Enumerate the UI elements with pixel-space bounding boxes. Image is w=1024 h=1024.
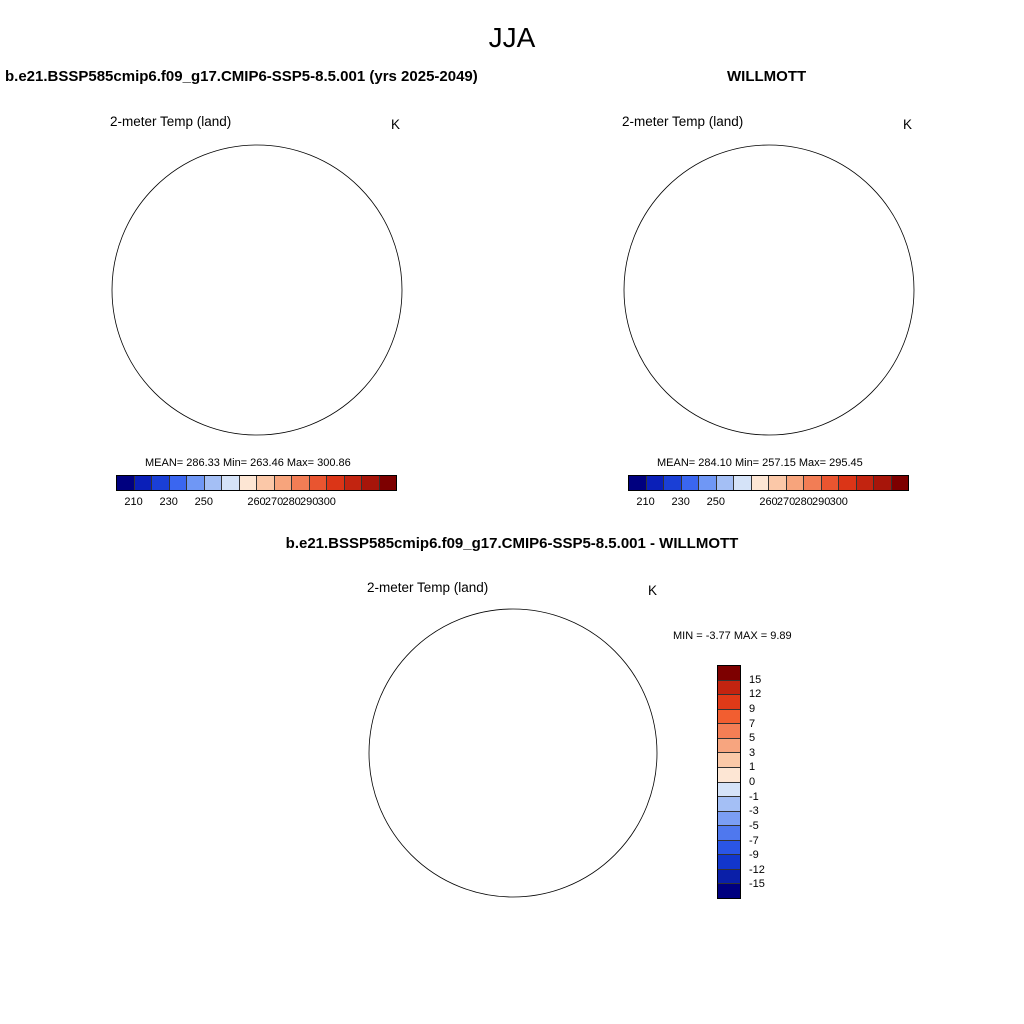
colorbar-tick-label: 290 bbox=[300, 496, 319, 508]
panel1-variable-label: 2-meter Temp (land) bbox=[110, 114, 232, 129]
colorbar-swatch bbox=[874, 476, 892, 490]
colorbar-tick-label: -1 bbox=[749, 790, 759, 803]
colorbar-tick-label: 250 bbox=[194, 496, 213, 508]
panel3-title: b.e21.BSSP585cmip6.f09_g17.CMIP6-SSP5-8.… bbox=[285, 535, 739, 552]
colorbar-panel-3 bbox=[717, 665, 741, 899]
colorbar-swatch bbox=[718, 826, 740, 841]
panel2-stats: MEAN= 284.10 Min= 257.15 Max= 295.45 bbox=[657, 457, 863, 469]
colorbar-tick-label: 1 bbox=[749, 761, 756, 774]
colorbar-swatch bbox=[751, 476, 769, 490]
colorbar-swatch bbox=[718, 666, 740, 681]
colorbar-tick-label: 3 bbox=[749, 746, 756, 759]
panel1-units-label: K bbox=[391, 117, 401, 132]
colorbar-tick-label: -3 bbox=[749, 805, 759, 818]
colorbar-swatch bbox=[769, 476, 787, 490]
colorbar-tick-label: 270 bbox=[776, 496, 796, 508]
colorbar-swatch bbox=[222, 476, 240, 490]
colorbar-swatch bbox=[718, 738, 740, 754]
colorbar-swatch bbox=[718, 869, 740, 885]
colorbar-tick-label: -9 bbox=[749, 849, 759, 862]
colorbar-swatch bbox=[718, 767, 740, 783]
colorbar-swatch bbox=[718, 811, 740, 827]
panel3-stats: MIN = -3.77 MAX = 9.89 bbox=[673, 630, 792, 642]
panel3-units-label: K bbox=[648, 583, 658, 598]
colorbar-swatch bbox=[891, 476, 908, 490]
panel2-units-label: K bbox=[903, 117, 913, 132]
colorbar-swatch bbox=[664, 476, 682, 490]
panel1-title: b.e21.BSSP585cmip6.f09_g17.CMIP6-SSP5-8.… bbox=[5, 68, 478, 85]
colorbar-swatch bbox=[718, 884, 740, 898]
colorbar-swatch bbox=[204, 476, 222, 490]
colorbar-swatch bbox=[629, 476, 647, 490]
colorbar-swatch bbox=[309, 476, 327, 490]
colorbar-swatch bbox=[681, 476, 699, 490]
colorbar-swatch bbox=[718, 840, 740, 856]
colorbar-swatch bbox=[718, 680, 740, 696]
colorbar-swatch bbox=[718, 855, 740, 870]
colorbar-swatch bbox=[786, 476, 804, 490]
colorbar-swatch bbox=[646, 476, 664, 490]
colorbar-swatch bbox=[187, 476, 205, 490]
colorbar-tick-label: 230 bbox=[671, 496, 690, 508]
colorbar-swatch bbox=[134, 476, 152, 490]
colorbar-swatch bbox=[362, 476, 380, 490]
panel3-variable-label: 2-meter Temp (land) bbox=[367, 580, 489, 595]
colorbar-swatch bbox=[718, 782, 740, 798]
colorbar-swatch bbox=[699, 476, 717, 490]
colorbar-tick-label: 210 bbox=[124, 496, 143, 508]
colorbar-swatch bbox=[718, 695, 740, 710]
colorbar-tick-label: 300 bbox=[317, 496, 336, 508]
colorbar-swatch bbox=[839, 476, 857, 490]
colorbar-swatch bbox=[152, 476, 170, 490]
colorbar-swatch bbox=[379, 476, 396, 490]
colorbar-tick-label: -12 bbox=[749, 863, 765, 876]
colorbar-swatch bbox=[274, 476, 292, 490]
colorbar-tick-label: 230 bbox=[159, 496, 178, 508]
colorbar-tick-label: 280 bbox=[794, 496, 813, 508]
colorbar-swatch bbox=[718, 709, 740, 725]
colorbar-tick-label: 260 bbox=[759, 496, 778, 508]
colorbar-swatch bbox=[804, 476, 822, 490]
panel2-title: WILLMOTT bbox=[727, 68, 807, 85]
colorbar-swatch bbox=[117, 476, 135, 490]
colorbar-tick-label: 260 bbox=[247, 496, 266, 508]
colorbar-tick-label: 15 bbox=[749, 673, 762, 686]
colorbar-swatch bbox=[821, 476, 839, 490]
colorbar-swatch bbox=[856, 476, 874, 490]
colorbar-swatch bbox=[257, 476, 275, 490]
panel2-variable-label: 2-meter Temp (land) bbox=[622, 114, 744, 129]
colorbar-tick-label: 12 bbox=[749, 688, 762, 701]
colorbar-swatch bbox=[716, 476, 734, 490]
colorbar-tick-label: -5 bbox=[749, 819, 759, 832]
colorbar-tick-label: 290 bbox=[812, 496, 831, 508]
colorbar-panel-1 bbox=[116, 475, 397, 491]
colorbar-tick-label: 210 bbox=[636, 496, 655, 508]
panel1-stats: MEAN= 286.33 Min= 263.46 Max= 300.86 bbox=[145, 457, 351, 469]
colorbar-tick-label: 7 bbox=[749, 717, 756, 730]
map-panel-2 bbox=[623, 144, 915, 436]
colorbar-tick-label: 280 bbox=[282, 496, 301, 508]
colorbar-panel-2 bbox=[628, 475, 909, 491]
colorbar-tick-label: 300 bbox=[829, 496, 848, 508]
colorbar-swatch bbox=[292, 476, 310, 490]
colorbar-swatch bbox=[239, 476, 257, 490]
colorbar-swatch bbox=[327, 476, 345, 490]
map-panel-1 bbox=[111, 144, 403, 436]
colorbar-swatch bbox=[734, 476, 752, 490]
colorbar-swatch bbox=[344, 476, 362, 490]
map-panel-3 bbox=[368, 608, 658, 898]
colorbar-swatch bbox=[718, 724, 740, 739]
colorbar-tick-label: 5 bbox=[749, 732, 756, 745]
colorbar-tick-label: -7 bbox=[749, 834, 759, 847]
colorbar-tick-label: 270 bbox=[264, 496, 284, 508]
colorbar-tick-label: -15 bbox=[749, 878, 765, 891]
colorbar-tick-label: 0 bbox=[749, 776, 756, 788]
colorbar-tick-label: 250 bbox=[706, 496, 725, 508]
season-title: JJA bbox=[488, 22, 536, 53]
colorbar-swatch bbox=[169, 476, 187, 490]
colorbar-swatch bbox=[718, 797, 740, 812]
colorbar-tick-label: 9 bbox=[749, 702, 756, 715]
colorbar-swatch bbox=[718, 753, 740, 768]
